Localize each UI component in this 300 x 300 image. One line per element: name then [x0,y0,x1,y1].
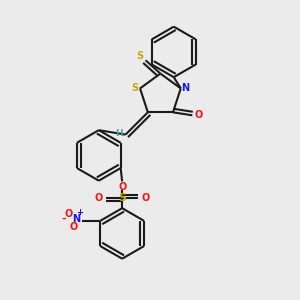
Text: -: - [62,213,66,224]
Text: S: S [136,51,143,61]
Text: O: O [195,110,203,120]
Text: O: O [70,222,78,233]
Text: O: O [65,209,73,219]
Text: S: S [118,193,126,203]
Text: O: O [118,182,126,192]
Text: O: O [141,193,149,203]
Text: N: N [181,83,189,93]
Text: O: O [95,193,103,203]
Text: N: N [72,214,80,224]
Text: S: S [131,83,138,93]
Text: H: H [115,129,123,138]
Text: +: + [76,208,84,217]
